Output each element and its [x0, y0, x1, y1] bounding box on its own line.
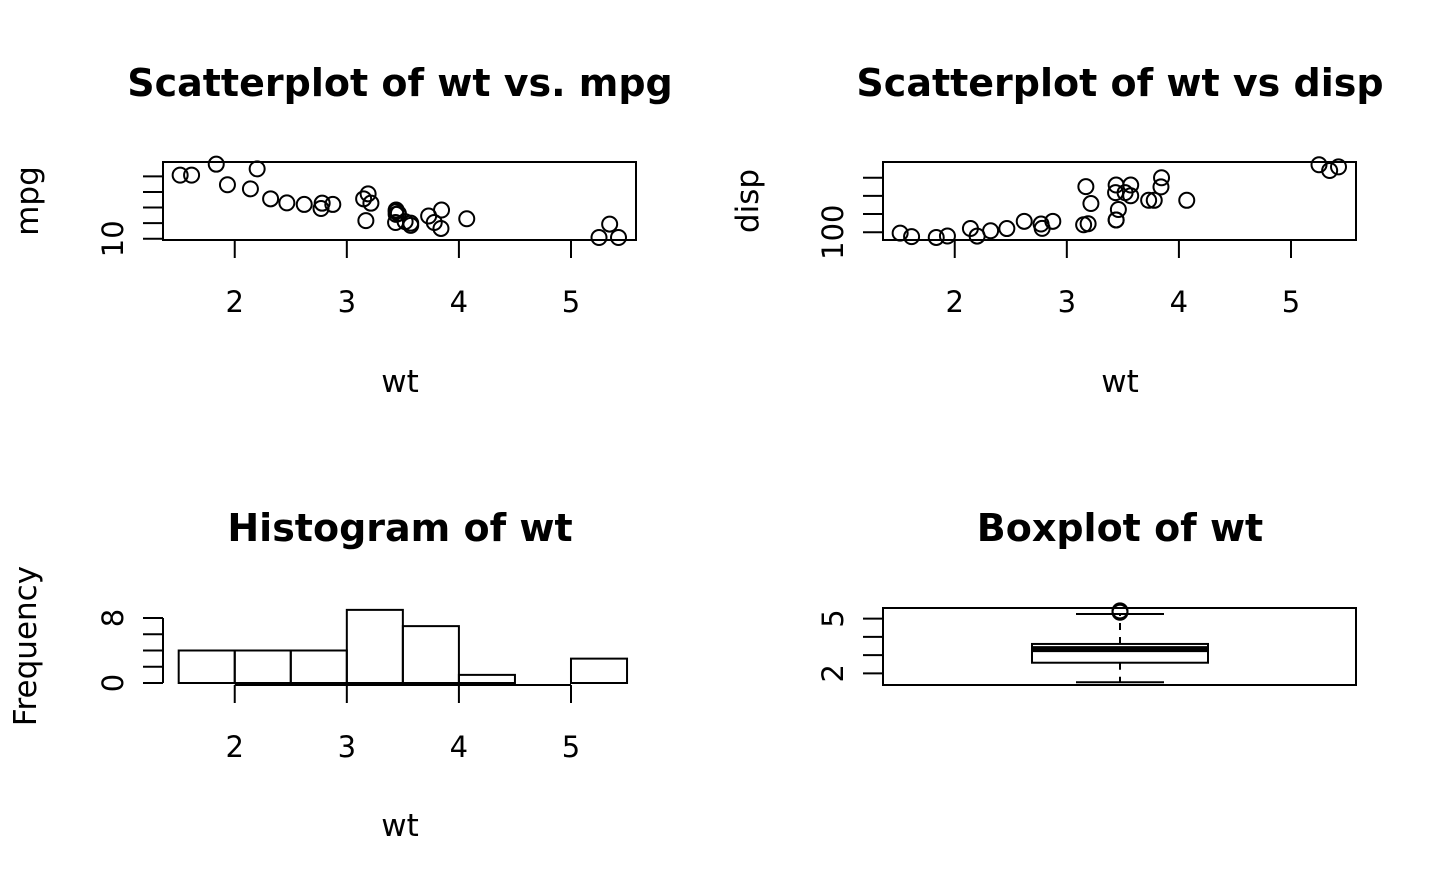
panel-boxplot-wt: Boxplot of wt 25	[816, 506, 1357, 686]
panel2-y-tick-label: 100	[816, 205, 850, 260]
panel1-xlabel: wt	[381, 364, 419, 400]
panel2-x-tick-label: 3	[1058, 285, 1076, 319]
panel2-point	[982, 222, 1000, 240]
panel1-point	[432, 219, 450, 237]
panel1-y-axis: 10	[96, 175, 164, 257]
panel1-points	[171, 155, 628, 247]
panel2-point	[1122, 176, 1140, 194]
panel2-point	[1122, 187, 1140, 205]
panel1-point	[248, 160, 266, 178]
panel-wt-vs-disp: Scatterplot of wt vs disp 2 3 4 5 100 wt di…	[730, 61, 1384, 400]
panel2-point	[1082, 195, 1100, 213]
panel1-point	[433, 201, 451, 219]
panel1-y-tick-label: 10	[96, 220, 130, 257]
panel1-x-tick-label: 4	[450, 285, 468, 319]
panel2-point	[1015, 212, 1033, 230]
panel2-point	[891, 224, 909, 242]
panel1-point	[362, 194, 380, 212]
panel1-point	[183, 166, 201, 184]
panel1-title: Scatterplot of wt vs. mpg	[127, 61, 673, 105]
panel1-point	[357, 212, 375, 230]
panel2-points	[891, 156, 1348, 246]
panel3-x-tick-label: 2	[226, 730, 244, 764]
panel2-point	[1044, 212, 1062, 230]
panel4-y-tick-label: 5	[816, 609, 850, 627]
panel2-xlabel: wt	[1101, 364, 1139, 400]
panel2-point	[1079, 215, 1097, 233]
panel2-x-axis: 2 3 4 5	[946, 239, 1300, 319]
panel2-title: Scatterplot of wt vs disp	[856, 61, 1383, 105]
panel2-point	[1140, 191, 1158, 209]
panel1-point	[458, 210, 476, 228]
panel3-y-tick-label: 8	[96, 609, 130, 627]
panel1-point	[241, 180, 259, 198]
panel1-point	[402, 214, 420, 232]
panel1-point	[359, 185, 377, 203]
panel1-point	[610, 229, 628, 247]
panel1-point	[601, 215, 619, 233]
panel1-point	[295, 195, 313, 213]
panel1-point	[262, 190, 280, 208]
panel3-ylabel: Frequency	[8, 566, 44, 726]
panel2-point	[998, 220, 1016, 238]
panel3-x-tick-label: 3	[338, 730, 356, 764]
panel1-point	[387, 201, 405, 219]
panel1-point	[278, 194, 296, 212]
box-outlier	[1111, 602, 1129, 620]
panel1-point	[218, 176, 236, 194]
histogram-bar	[289, 649, 348, 684]
histogram-bar	[401, 625, 460, 684]
panel2-point	[1153, 169, 1171, 187]
panel1-x-axis: 2 3 4 5	[226, 239, 580, 319]
panel2-point	[1107, 211, 1125, 229]
panel4-y-axis: 25	[816, 609, 884, 683]
panel2-point	[1077, 178, 1095, 196]
panel3-x-axis: 2 3 4 5	[226, 684, 580, 764]
histogram-bar	[569, 657, 629, 684]
panel3-y-axis: 08	[96, 609, 164, 692]
panel4-y-tick-label: 2	[816, 664, 850, 682]
histogram-bar	[345, 608, 404, 684]
panel2-point	[927, 228, 945, 246]
histogram-bar	[177, 649, 236, 684]
panel1-x-tick-label: 5	[562, 285, 580, 319]
panel2-point	[903, 228, 921, 246]
panel3-x-tick-label: 4	[450, 730, 468, 764]
panel1-point	[590, 229, 608, 247]
panel1-x-tick-label: 2	[226, 285, 244, 319]
panel2-y-axis: 100	[816, 176, 884, 260]
panel-wt-vs-mpg: Scatterplot of wt vs. mpg 2 3 4 5 10 wt mpg	[10, 61, 673, 400]
panel4-title: Boxplot of wt	[977, 506, 1263, 550]
panel1-point	[171, 166, 189, 184]
panel2-point	[1178, 191, 1196, 209]
panel2-point	[1152, 178, 1170, 196]
panel2-point	[1330, 158, 1348, 176]
panel1-point	[207, 155, 225, 173]
panel2-plot-box	[882, 161, 1357, 241]
panel1-point	[324, 195, 342, 213]
panel3-y-tick-label: 0	[96, 674, 130, 692]
panel4-box	[1031, 602, 1209, 684]
panel1-point	[313, 194, 331, 212]
panel2-point	[938, 227, 956, 245]
panel3-bars	[177, 608, 629, 684]
panel2-point	[1109, 201, 1127, 219]
panel1-x-tick-label: 3	[338, 285, 356, 319]
panel3-x-tick-label: 5	[562, 730, 580, 764]
panel2-ylabel: disp	[730, 169, 766, 233]
histogram-bar	[233, 649, 292, 684]
panel1-ylabel: mpg	[10, 166, 46, 236]
panel2-x-tick-label: 4	[1170, 285, 1188, 319]
panel2-point	[1321, 162, 1339, 180]
panel3-xlabel: wt	[381, 808, 419, 844]
panel2-point	[1145, 191, 1163, 209]
panel3-title: Histogram of wt	[227, 506, 572, 550]
histogram-bar	[457, 673, 516, 684]
panel2-x-tick-label: 2	[946, 285, 964, 319]
panel2-x-tick-label: 5	[1282, 285, 1300, 319]
